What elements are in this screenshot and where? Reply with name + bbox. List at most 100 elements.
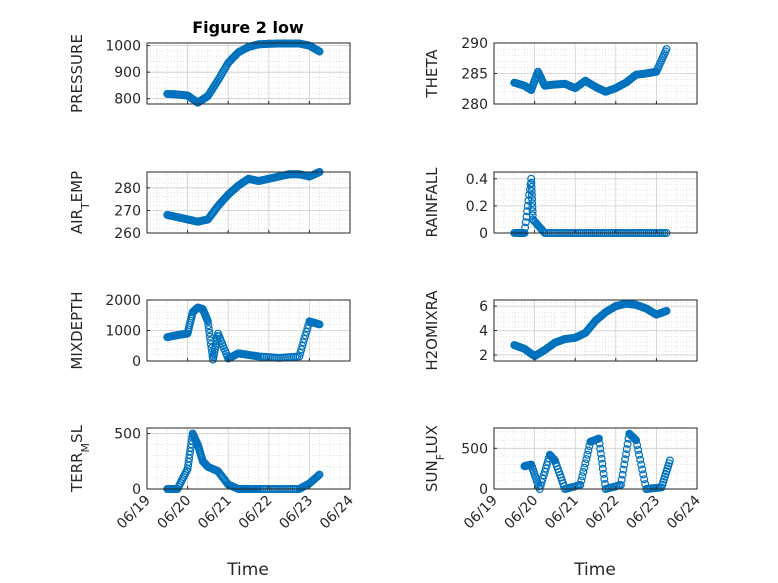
data-point <box>596 449 605 458</box>
data-point <box>618 470 627 479</box>
series-1 <box>520 429 674 494</box>
figure-title: Figure 2 low <box>192 18 304 37</box>
y-axis-label: MIXDEPTH <box>68 291 86 369</box>
data-point <box>521 223 530 232</box>
data-point <box>521 218 530 227</box>
subplot-5: 0 1000 2000 MIXDEPTH <box>68 291 351 370</box>
y-axis-label: PRESSURE <box>68 34 86 113</box>
data-point <box>527 187 536 196</box>
y-axis-label: TERRMSL <box>68 424 92 493</box>
data-point <box>600 474 609 483</box>
data-point <box>537 478 546 487</box>
series-1 <box>163 168 324 226</box>
data-point <box>527 178 536 187</box>
data-point <box>296 348 305 357</box>
x-tick-label: 06/20 <box>502 493 542 533</box>
y-tick-label: 0.4 <box>466 172 488 188</box>
data-point <box>205 332 214 341</box>
y-tick-label: 260 <box>114 226 141 242</box>
data-point <box>527 191 536 200</box>
data-point <box>205 328 214 337</box>
data-point <box>622 445 631 454</box>
data-point <box>204 325 213 334</box>
y-tick-label: 0 <box>479 482 488 498</box>
data-point <box>636 455 645 464</box>
x-tick-label: 06/21 <box>542 493 582 533</box>
data-point <box>527 182 536 191</box>
y-tick-label: 1000 <box>105 324 141 340</box>
subplot-6: 2 4 6 H2OMIXRA <box>423 290 698 371</box>
y-tick-label: 0 <box>132 482 141 498</box>
y-tick-label: 280 <box>114 181 141 197</box>
axes-box <box>146 171 351 234</box>
data-point <box>662 307 671 316</box>
data-point <box>299 338 308 347</box>
data-point <box>523 207 532 216</box>
data-point <box>595 439 604 448</box>
data-point <box>621 450 630 459</box>
data-point <box>303 324 312 333</box>
data-point <box>208 351 217 360</box>
data-point <box>635 450 644 459</box>
data-point <box>297 345 306 354</box>
axes-box <box>146 42 351 105</box>
y-tick-label: 2 <box>479 348 488 364</box>
series-1 <box>163 429 324 494</box>
data-point <box>528 207 537 216</box>
data-point <box>619 465 628 474</box>
x-tick-label: 06/23 <box>623 493 663 533</box>
data-point <box>315 470 324 479</box>
subplot-1: 800 900 1000 PRESSURE <box>68 34 351 113</box>
data-point <box>598 464 607 473</box>
subplot-2: 280 285 290 THETA <box>423 36 698 113</box>
y-axis-label: THETA <box>423 49 441 99</box>
data-point <box>638 465 647 474</box>
subplot-8: 0 500 06/19 06/20 06/21 06/22 06/23 06/24 SUNFLU… <box>423 425 704 532</box>
x-tick-label: 06/24 <box>317 492 357 532</box>
data-point <box>597 454 606 463</box>
data-point <box>665 456 674 465</box>
data-point <box>315 320 324 329</box>
data-point <box>662 45 671 54</box>
y-tick-label: 280 <box>461 97 488 113</box>
data-point <box>583 450 592 459</box>
x-tick-label: 06/23 <box>276 493 316 533</box>
data-point <box>538 474 547 483</box>
subplot-7: 0 500 06/19 06/20 06/21 06/22 06/23 06/24 TERRMS… <box>68 424 357 532</box>
data-point <box>623 439 632 448</box>
y-tick-label: 500 <box>114 427 141 443</box>
data-point <box>528 199 537 208</box>
y-tick-label: 290 <box>461 36 488 52</box>
series-1 <box>163 39 324 107</box>
data-point <box>621 455 630 464</box>
y-axis-label: RAINFALL <box>423 167 441 238</box>
data-point <box>581 459 590 468</box>
data-point <box>528 203 537 212</box>
x-tick-label: 06/22 <box>583 493 623 533</box>
x-tick-label: 06/22 <box>236 493 276 533</box>
data-point <box>579 468 588 477</box>
data-point <box>594 434 603 443</box>
data-point <box>576 480 585 489</box>
x-tick-label: 06/24 <box>664 492 704 532</box>
data-point <box>582 455 591 464</box>
data-point <box>527 174 536 183</box>
y-tick-label: 285 <box>461 67 488 83</box>
y-tick-label: 500 <box>461 441 488 457</box>
data-point <box>632 436 641 445</box>
subplot-3: 260 270 280 AIRTEMP <box>68 168 351 242</box>
x-tick-label: 06/21 <box>195 493 235 533</box>
y-tick-label: 6 <box>479 299 488 315</box>
data-point <box>315 47 324 56</box>
data-point <box>301 331 310 340</box>
x-axis-label: Time <box>226 560 269 580</box>
data-point <box>599 469 608 478</box>
series-1 <box>510 45 671 96</box>
y-tick-label: 270 <box>114 203 141 219</box>
data-point <box>528 211 537 220</box>
data-point <box>577 476 586 485</box>
data-point <box>528 195 537 204</box>
x-tick-label: 06/19 <box>114 493 154 533</box>
data-point <box>640 475 649 484</box>
